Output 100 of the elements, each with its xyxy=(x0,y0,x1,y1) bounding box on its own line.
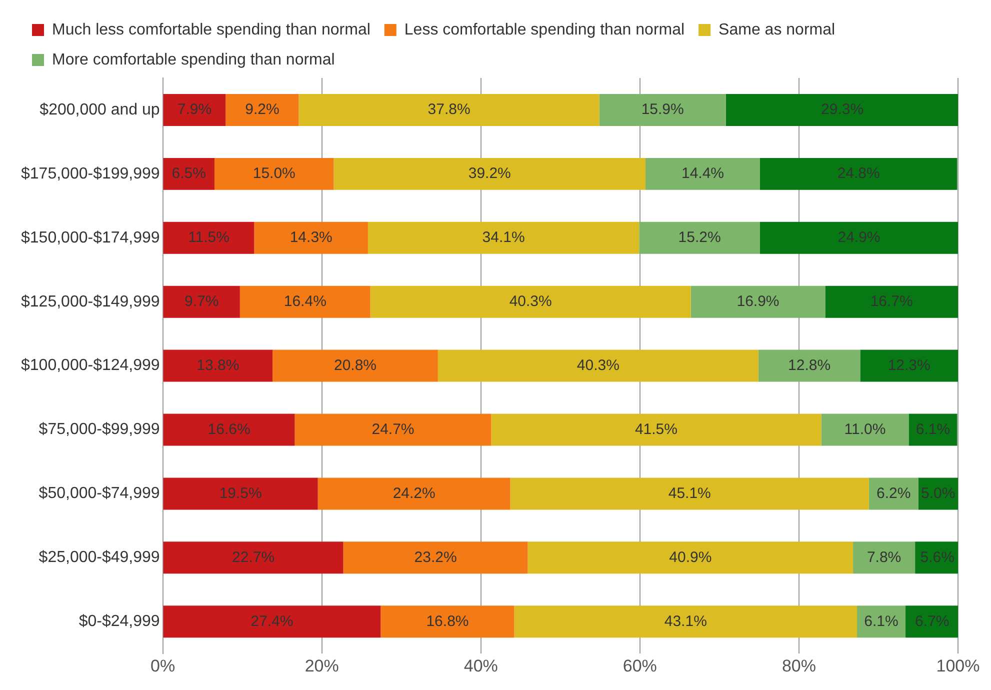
x-tick-label: 80% xyxy=(782,656,816,676)
data-label: 41.5% xyxy=(634,420,678,438)
bar xyxy=(163,414,295,446)
bar xyxy=(163,542,344,574)
data-label: 12.3% xyxy=(888,356,930,374)
data-label: 22.7% xyxy=(232,548,275,566)
bar xyxy=(370,286,691,318)
bar xyxy=(853,542,916,574)
data-label: 27.4% xyxy=(250,612,294,630)
bar xyxy=(163,350,273,382)
legend-label: Same as normal xyxy=(718,21,836,38)
bar xyxy=(163,222,254,254)
data-label: 11.5% xyxy=(188,229,230,246)
data-label: 7.9% xyxy=(177,101,212,118)
bar xyxy=(528,542,854,574)
bar xyxy=(438,350,758,382)
bar xyxy=(380,606,514,638)
data-label: 15.2% xyxy=(678,229,721,246)
bar xyxy=(163,94,226,126)
data-label: 19.5% xyxy=(219,484,262,502)
bar xyxy=(254,222,368,254)
bar xyxy=(368,222,640,254)
x-tick-label: 40% xyxy=(464,656,498,676)
y-tick-label: $25,000-$49,999 xyxy=(38,549,160,566)
bar xyxy=(906,606,958,638)
bar xyxy=(163,286,240,318)
data-label: 5.0% xyxy=(921,484,956,502)
bar xyxy=(226,94,299,126)
data-label: 24.7% xyxy=(372,420,414,438)
bar xyxy=(294,414,492,446)
bar xyxy=(860,350,958,382)
data-label: 12.8% xyxy=(788,356,831,374)
data-label: 6.1% xyxy=(864,612,898,630)
bar xyxy=(163,606,381,638)
data-label: 14.4% xyxy=(681,165,724,182)
data-label: 5.6% xyxy=(920,548,954,566)
x-tick-label: 100% xyxy=(936,656,980,676)
y-tick-label: $175,000-$199,999 xyxy=(21,165,160,182)
data-label: 23.2% xyxy=(414,548,457,566)
bar xyxy=(343,542,528,574)
bar xyxy=(514,606,858,638)
bar xyxy=(760,222,958,254)
data-label: 15.0% xyxy=(252,165,296,182)
data-label: 7.8% xyxy=(866,548,902,566)
data-label: 40.3% xyxy=(509,292,552,310)
bar xyxy=(690,286,826,318)
x-tick-label: 20% xyxy=(304,656,339,676)
bar xyxy=(726,94,958,126)
data-label: 16.4% xyxy=(284,292,326,310)
bar xyxy=(510,478,869,510)
data-label: 37.8% xyxy=(428,101,470,118)
bar xyxy=(821,414,909,446)
data-label: 24.9% xyxy=(838,229,880,246)
data-label: 29.3% xyxy=(821,101,864,118)
y-tick-label: $75,000-$99,999 xyxy=(38,421,160,438)
data-label: 16.9% xyxy=(736,292,780,310)
data-label: 16.8% xyxy=(426,612,469,630)
data-label: 16.6% xyxy=(208,420,250,438)
data-label: 20.8% xyxy=(334,356,377,374)
data-label: 40.3% xyxy=(576,356,620,374)
bar xyxy=(639,222,760,254)
data-label: 9.2% xyxy=(245,101,280,118)
data-label: 15.9% xyxy=(641,101,684,118)
bar xyxy=(334,158,646,190)
bar xyxy=(760,158,958,190)
data-label: 34.1% xyxy=(482,229,525,246)
data-label: 11.0% xyxy=(844,420,886,438)
data-label: 40.9% xyxy=(669,548,712,566)
data-label: 45.1% xyxy=(668,484,711,502)
bar xyxy=(163,478,318,510)
x-tick-label: 0% xyxy=(150,656,176,676)
y-tick-label: $200,000 and up xyxy=(40,101,160,118)
x-tick-label: 60% xyxy=(622,656,657,676)
data-label: 39.2% xyxy=(468,165,511,182)
bar xyxy=(298,94,600,126)
y-tick-label: $125,000-$149,999 xyxy=(21,293,160,310)
y-tick-label: $150,000-$174,999 xyxy=(21,229,160,246)
data-label: 6.2% xyxy=(876,484,911,502)
data-label: 43.1% xyxy=(664,612,707,630)
data-label: 6.7% xyxy=(915,612,950,630)
bar xyxy=(491,414,822,446)
data-label: 24.8% xyxy=(837,165,880,182)
data-label: 6.1% xyxy=(916,420,950,438)
bar xyxy=(758,350,860,382)
bar xyxy=(214,158,334,190)
bar xyxy=(163,158,214,190)
data-label: 6.5% xyxy=(172,165,206,182)
legend-label: Less comfortable spending than normal xyxy=(404,21,685,38)
legend-label: Much less comfortable spending than normal xyxy=(52,21,370,38)
data-label: 14.3% xyxy=(290,229,332,246)
bar xyxy=(272,350,438,382)
y-tick-label: $0-$24,999 xyxy=(78,613,160,630)
legend-label: More comfortable spending than normal xyxy=(52,51,335,68)
data-label: 9.7% xyxy=(184,292,219,310)
data-label: 24.2% xyxy=(392,484,436,502)
data-label: 13.8% xyxy=(196,356,240,374)
bar xyxy=(240,286,370,318)
data-label: 16.7% xyxy=(870,292,913,310)
y-tick-label: $100,000-$124,999 xyxy=(21,357,160,374)
bar xyxy=(318,478,510,510)
